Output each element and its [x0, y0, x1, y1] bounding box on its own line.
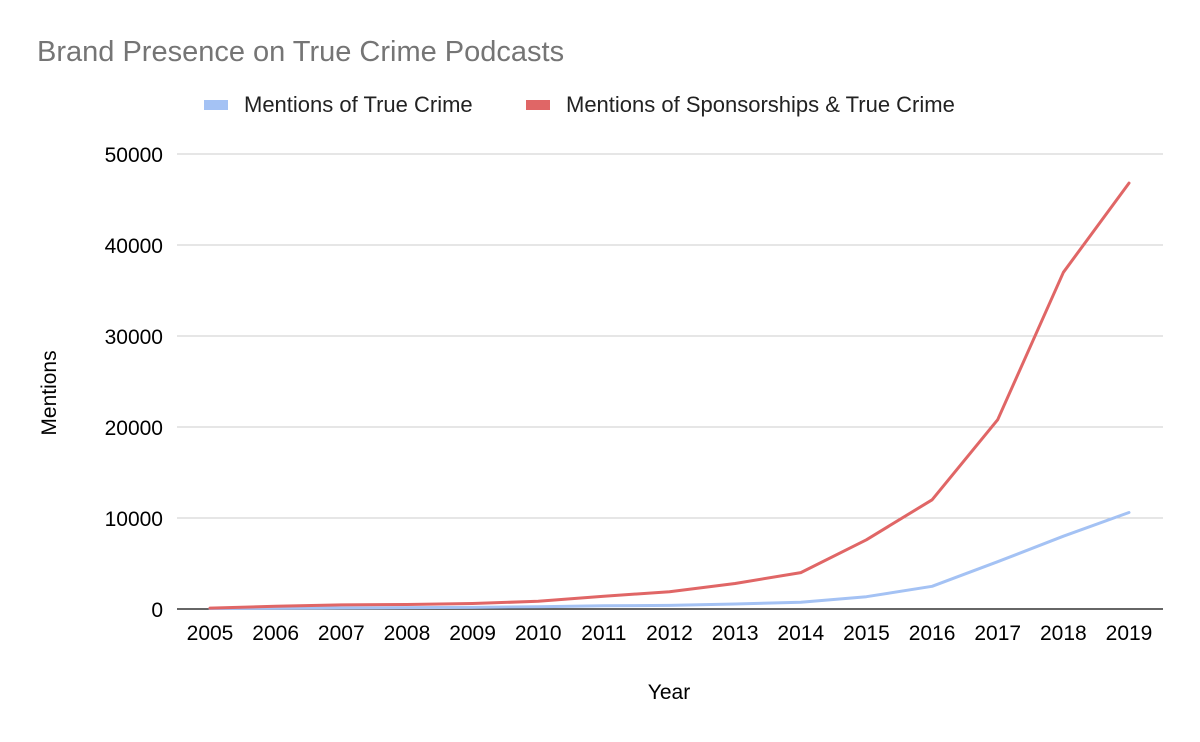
x-tick-label: 2019 [1106, 622, 1153, 645]
y-tick-label: 10000 [105, 508, 163, 531]
x-tick-label: 2013 [712, 622, 759, 645]
x-tick-label: 2007 [318, 622, 365, 645]
legend-swatch-true-crime [204, 100, 228, 110]
x-tick-label: 2012 [646, 622, 693, 645]
y-tick-label: 0 [151, 599, 163, 622]
x-tick-label: 2018 [1040, 622, 1087, 645]
x-tick-label: 2016 [909, 622, 956, 645]
legend-swatch-sponsorships [526, 100, 550, 110]
legend-label-true-crime: Mentions of True Crime [244, 92, 473, 117]
x-tick-label: 2006 [252, 622, 299, 645]
x-tick-label: 2008 [384, 622, 431, 645]
y-tick-label: 50000 [105, 144, 163, 167]
y-axis-ticks: 0 10000 20000 30000 40000 50000 [105, 144, 163, 622]
x-tick-label: 2005 [187, 622, 234, 645]
y-axis-title: Mentions [38, 350, 61, 435]
x-tick-label: 2011 [581, 622, 626, 645]
x-axis-title: Year [648, 681, 690, 704]
y-tick-label: 20000 [105, 417, 163, 440]
x-tick-label: 2017 [974, 622, 1021, 645]
y-tick-label: 30000 [105, 326, 163, 349]
x-tick-label: 2009 [449, 622, 496, 645]
x-tick-label: 2010 [515, 622, 562, 645]
legend: Mentions of True Crime Mentions of Spons… [204, 92, 955, 117]
series-lines [208, 181, 1131, 610]
chart-title: Brand Presence on True Crime Podcasts [37, 36, 564, 68]
x-tick-label: 2014 [777, 622, 824, 645]
series-line-0 [208, 511, 1131, 610]
series-line-1 [208, 181, 1131, 610]
x-axis-ticks: 2005 2006 2007 2008 2009 2010 2011 2012 2013 2014… [187, 622, 1153, 645]
x-tick-label: 2015 [843, 622, 890, 645]
legend-label-sponsorships: Mentions of Sponsorships & True Crime [566, 92, 955, 117]
y-tick-label: 40000 [105, 235, 163, 258]
